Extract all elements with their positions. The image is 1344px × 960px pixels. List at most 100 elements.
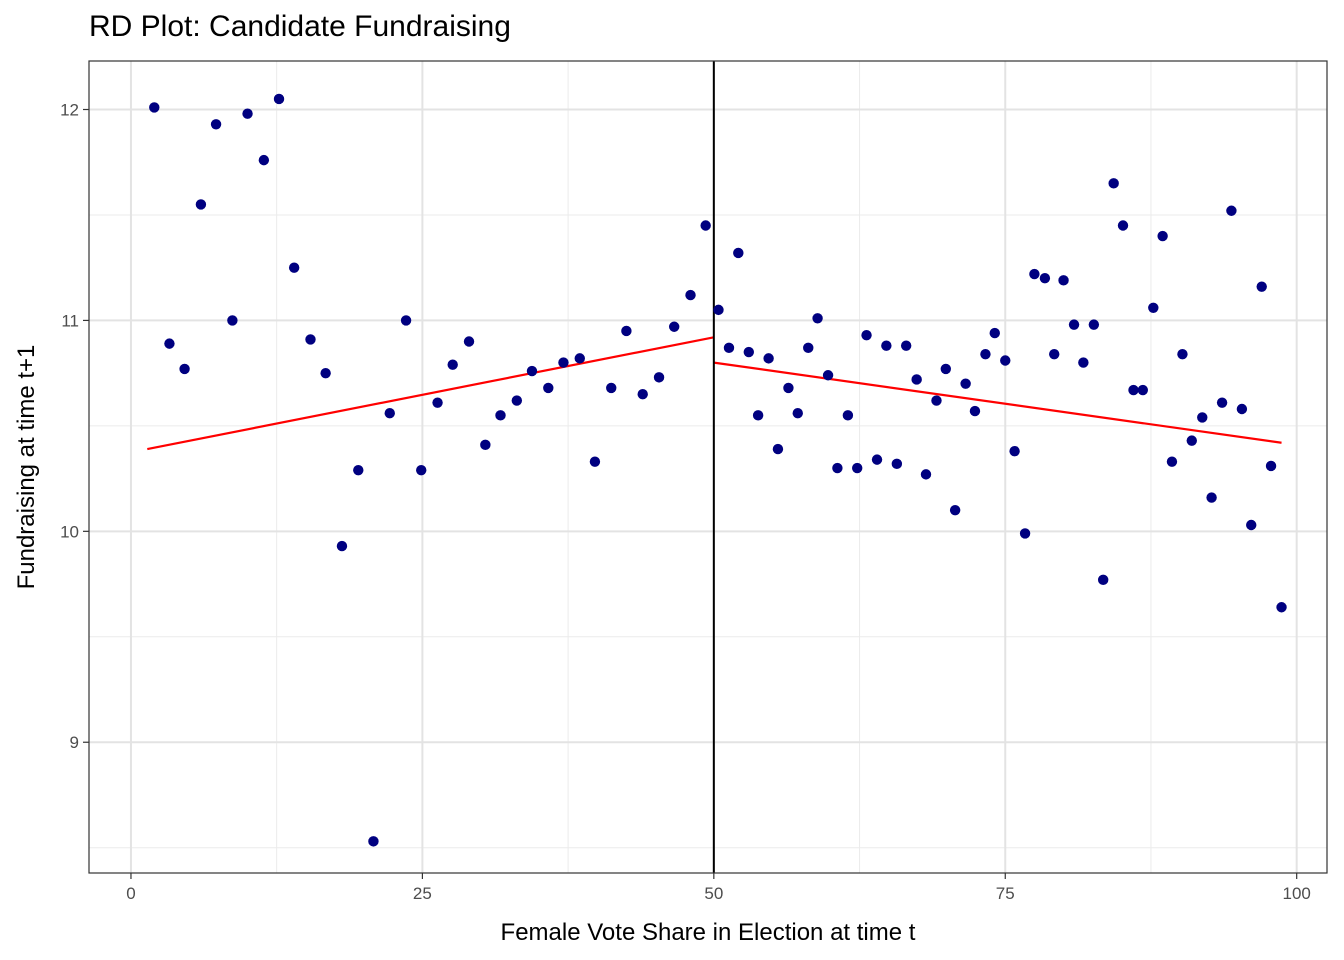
data-point (743, 346, 755, 358)
data-point (1265, 460, 1277, 472)
data-point (558, 357, 569, 368)
data-point (589, 456, 601, 467)
x-tick-label: 75 (996, 884, 1015, 903)
x-axis-ticks: 0 25 50 75 100 (126, 873, 1311, 903)
data-point (495, 410, 506, 421)
data-point (1148, 302, 1159, 313)
data-point (242, 108, 253, 119)
data-point (1097, 574, 1109, 586)
data-point (320, 367, 331, 379)
data-point (668, 321, 680, 332)
data-point (368, 836, 379, 847)
data-point (353, 464, 364, 476)
data-point (416, 464, 427, 476)
data-points (149, 93, 1287, 847)
data-point (210, 119, 222, 130)
data-point (149, 102, 160, 113)
data-point (463, 336, 475, 347)
data-point (1019, 528, 1031, 539)
data-point (480, 439, 491, 451)
data-point (1276, 602, 1287, 613)
data-point (940, 363, 952, 375)
y-tick-label: 12 (60, 101, 79, 120)
data-point (832, 462, 843, 474)
data-point (1206, 492, 1217, 503)
data-point (1236, 403, 1248, 415)
data-point (1137, 384, 1149, 396)
fit-line-left (147, 336, 715, 451)
data-point (700, 220, 711, 231)
data-point (812, 313, 823, 324)
data-point (384, 408, 395, 419)
x-tick-label: 50 (704, 884, 723, 903)
data-point (305, 334, 316, 345)
x-tick-label: 100 (1283, 884, 1311, 903)
data-point (606, 382, 617, 394)
data-point (920, 469, 932, 480)
data-point (1186, 435, 1197, 446)
y-axis-title: Fundraising at time t+1 (13, 345, 40, 590)
data-point (822, 370, 834, 381)
data-point (792, 408, 803, 419)
y-tick-label: 10 (60, 522, 79, 541)
data-point (803, 342, 814, 354)
data-point (685, 289, 696, 301)
data-point (288, 262, 300, 273)
data-point (1166, 456, 1178, 467)
data-point (1197, 412, 1208, 423)
data-point (1068, 319, 1080, 330)
data-point (447, 359, 458, 370)
data-point (1256, 281, 1267, 292)
data-point (980, 348, 991, 360)
data-point (1216, 397, 1228, 408)
data-point (526, 365, 538, 377)
data-point (1177, 348, 1188, 360)
data-point (783, 382, 794, 394)
data-point (1117, 220, 1129, 231)
data-point (258, 154, 270, 166)
data-point (1029, 268, 1040, 280)
data-point (713, 304, 724, 316)
data-point (432, 397, 443, 408)
data-point (852, 462, 863, 474)
data-point (911, 374, 922, 385)
data-point (1049, 348, 1060, 360)
data-point (733, 247, 744, 259)
data-point (1246, 519, 1257, 531)
data-point (1009, 445, 1020, 457)
y-axis-ticks: 9 10 11 12 (60, 101, 89, 752)
data-point (1078, 357, 1089, 368)
data-point (949, 505, 961, 516)
data-point (273, 93, 285, 105)
data-point (1058, 275, 1069, 286)
data-point (1039, 273, 1051, 284)
data-point (881, 340, 892, 351)
chart-title: RD Plot: Candidate Fundraising (89, 10, 511, 43)
data-point (1108, 178, 1119, 189)
data-point (1088, 319, 1100, 330)
data-point (871, 454, 883, 465)
data-point (891, 458, 903, 470)
data-point (336, 540, 348, 552)
data-point (574, 353, 585, 364)
data-point (960, 378, 971, 389)
data-point (989, 327, 1000, 339)
data-point (931, 395, 942, 406)
data-point (227, 315, 238, 326)
data-point (543, 382, 554, 394)
data-point (164, 338, 175, 349)
data-point (723, 342, 735, 354)
data-point (1000, 355, 1011, 366)
data-point (842, 410, 854, 421)
x-tick-label: 0 (126, 884, 135, 903)
data-point (969, 405, 981, 417)
x-axis-title: Female Vote Share in Election at time t (501, 919, 916, 946)
data-point (1128, 384, 1139, 396)
x-tick-label: 25 (413, 884, 432, 903)
regression-fit-lines (147, 336, 1282, 451)
data-point (653, 372, 665, 383)
data-point (900, 340, 912, 351)
data-point (179, 363, 190, 375)
data-point (195, 199, 207, 210)
